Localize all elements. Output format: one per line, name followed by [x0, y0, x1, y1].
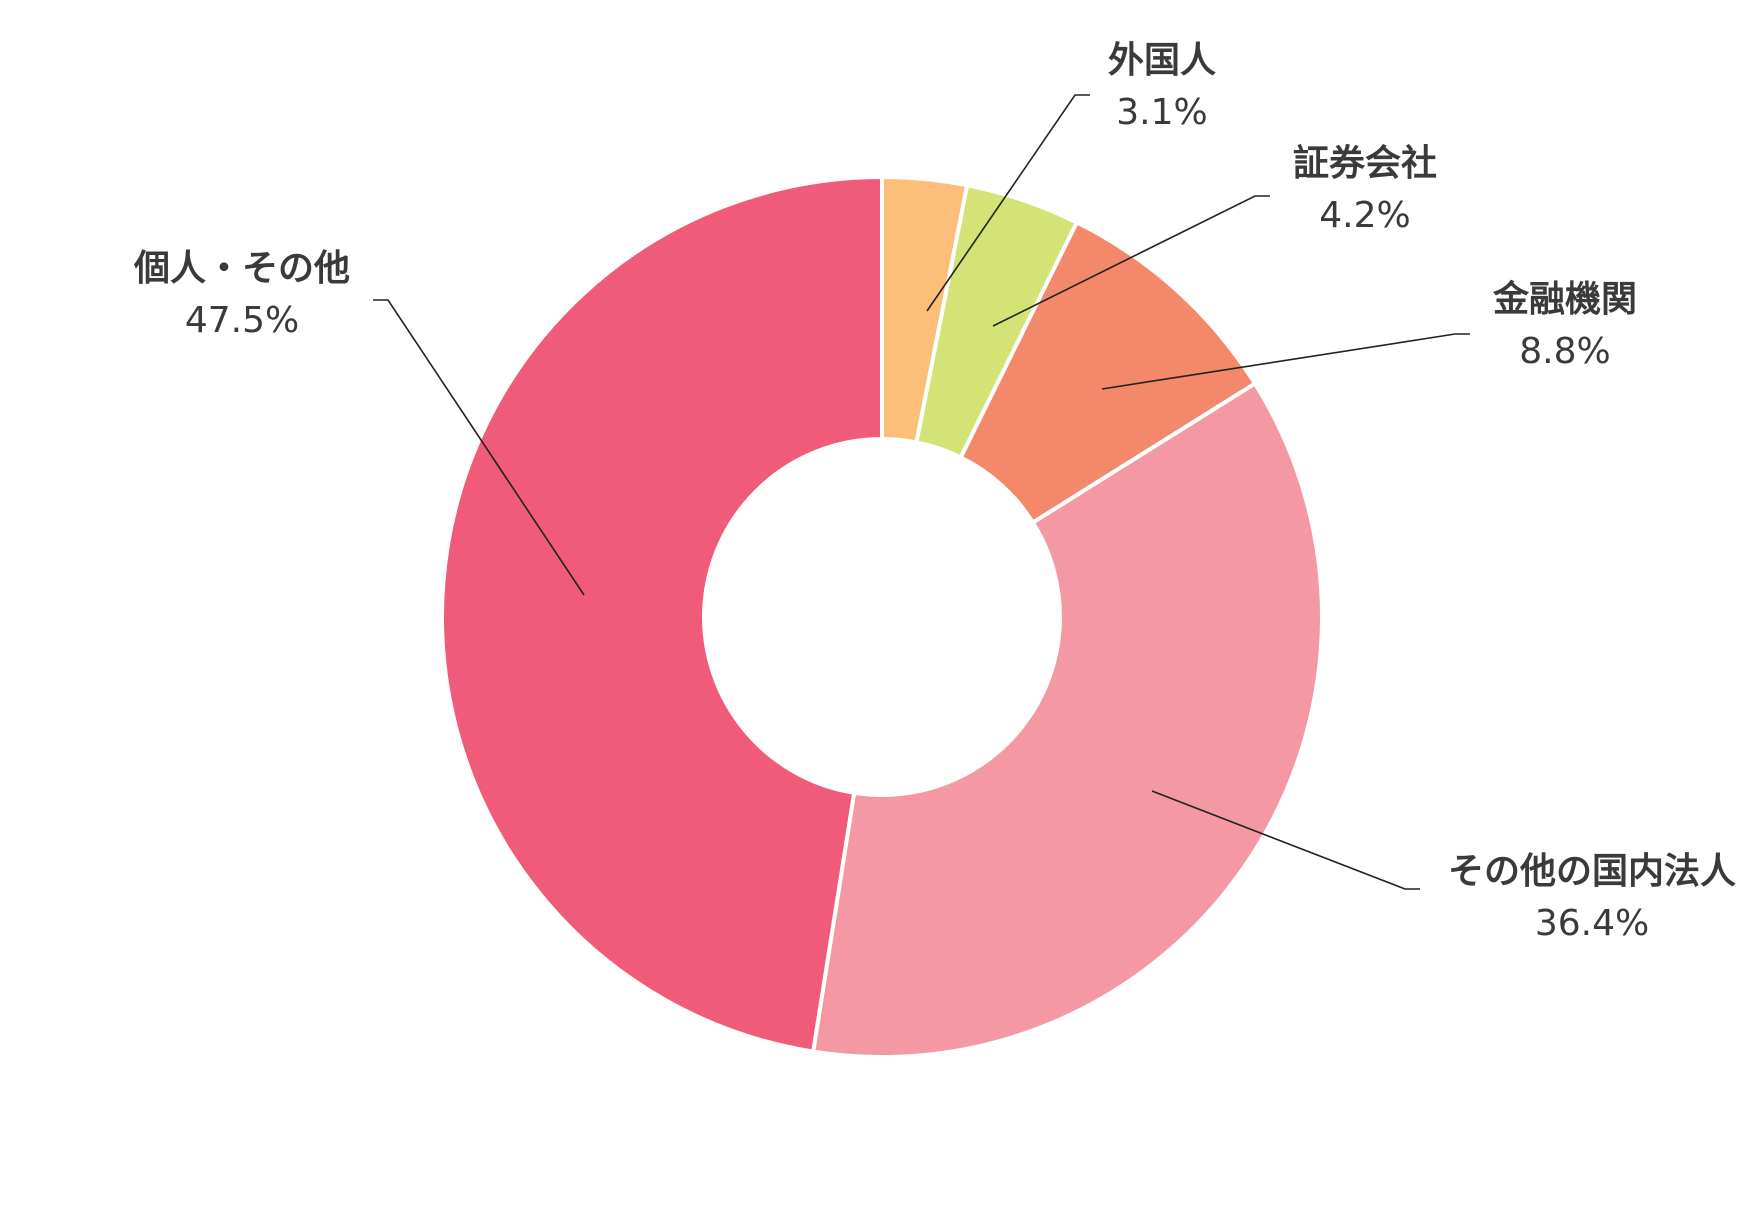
- slice-label-3: その他の国内法人: [1448, 851, 1736, 892]
- slice-label-1: 証券会社: [1293, 143, 1437, 184]
- labels-layer: 外国人 3.1% 証券会社 4.2% 金融機関 8.8% その他の国内法人 36.4% 個人・そ…: [133, 40, 1736, 944]
- slice-value-label-2: 8.8%: [1519, 331, 1610, 372]
- slice-3: [810, 380, 1324, 1059]
- slice-value-label-3: 36.4%: [1535, 903, 1649, 944]
- slice-label-2: 金融機関: [1492, 278, 1637, 320]
- slice-value-label-1: 4.2%: [1319, 195, 1410, 236]
- slice-value-label-0: 3.1%: [1116, 92, 1207, 133]
- slice-value-label-4: 47.5%: [185, 300, 299, 341]
- leader-line-2: [1101, 333, 1470, 390]
- slices-layer: [440, 174, 1324, 1059]
- leader-line-4: [373, 299, 585, 596]
- leader-line-1: [992, 195, 1270, 327]
- slice-label-0: 外国人: [1108, 40, 1216, 81]
- leaders-layer: [373, 94, 1470, 890]
- slice-label-4: 個人・その他: [133, 248, 350, 289]
- leader-line-3: [1151, 790, 1420, 890]
- leader-line-0: [926, 94, 1090, 312]
- slice-4: [440, 174, 884, 1054]
